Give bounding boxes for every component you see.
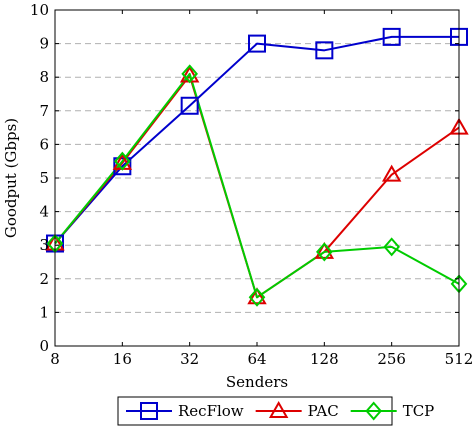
series-line-recflow (54, 35, 459, 245)
y-tick-label: 8 (39, 68, 49, 86)
data-point-tcp (181, 64, 198, 84)
legend-marker-pac (268, 400, 289, 418)
y-tick-label: 1 (39, 303, 49, 321)
data-point-recflow (113, 157, 132, 176)
x-tick-label: 16 (113, 350, 132, 368)
y-tick-label: 0 (39, 337, 49, 355)
legend-label-recflow: RecFlow (178, 402, 244, 420)
x-tick-label: 32 (180, 350, 199, 368)
y-tick-label: 10 (30, 1, 49, 19)
data-point-tcp (248, 287, 266, 307)
data-point-tcp (316, 242, 333, 262)
x-tick-label: 8 (50, 350, 60, 368)
x-axis-ticks: 8 16 32 64 128 256 512 (50, 10, 473, 368)
y-tick-label: 6 (39, 135, 49, 153)
legend: RecFlow PAC TCP (117, 396, 435, 426)
data-point-pac (381, 164, 402, 182)
data-point-recflow (248, 34, 266, 53)
x-tick-label: 128 (310, 350, 339, 368)
legend-marker-recflow (140, 402, 158, 420)
data-point-recflow (382, 27, 401, 46)
x-tick-label: 256 (377, 350, 406, 368)
series-lines (54, 35, 460, 299)
data-point-tcp (114, 151, 131, 171)
y-tick-label: 3 (39, 236, 49, 254)
y-tick-label: 2 (39, 270, 49, 288)
legend-marker-tcp (365, 401, 383, 421)
y-axis-label: Goodput (Gbps) (2, 118, 20, 238)
y-tick-label: 7 (39, 102, 49, 120)
y-tick-label: 4 (39, 203, 49, 221)
x-tick-label: 64 (247, 350, 266, 368)
legend-item-tcp: TCP (350, 401, 435, 421)
legend-item-recflow: RecFlow (126, 402, 244, 420)
y-axis-ticks: 0 1 2 3 4 5 6 7 8 9 10 (30, 1, 459, 355)
data-point-pac (314, 241, 335, 259)
x-tick-label: 512 (445, 350, 474, 368)
series-line-tcp (54, 72, 460, 299)
x-axis-label: Senders (226, 373, 288, 391)
data-point-tcp (383, 237, 400, 257)
legend-label-pac: PAC (308, 402, 339, 420)
data-point-recflow (315, 41, 334, 60)
series-line-pac (54, 74, 460, 299)
data-point-recflow (180, 96, 199, 115)
y-tick-label: 9 (39, 35, 49, 53)
legend-label-tcp: TCP (403, 402, 435, 420)
y-tick-label: 5 (39, 169, 49, 187)
data-point-pac (247, 287, 267, 305)
legend-item-pac: PAC (255, 400, 339, 420)
